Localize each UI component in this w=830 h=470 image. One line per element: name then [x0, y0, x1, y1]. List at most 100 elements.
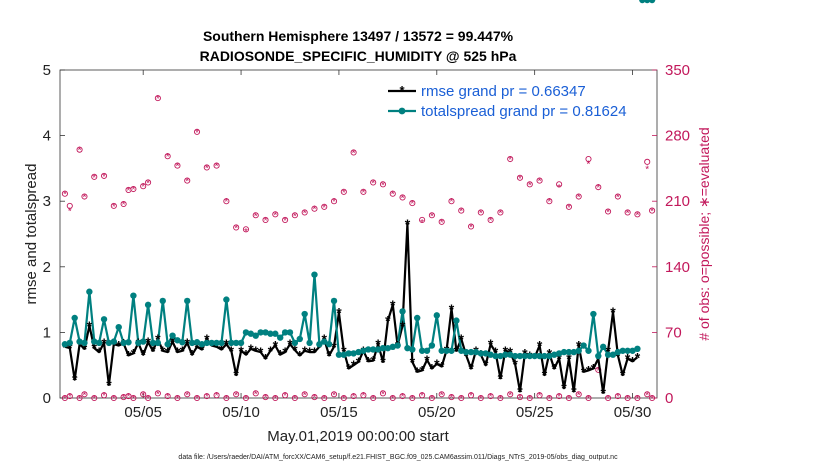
rmse-point: *: [238, 343, 244, 359]
rmse-point: *: [346, 360, 352, 376]
totalspread-point: [325, 341, 333, 348]
obs-evaluated-point: *: [508, 155, 512, 166]
rmse-point: *: [488, 336, 494, 352]
obs-possible-point: [624, 209, 631, 216]
totalspread-point: [340, 351, 348, 358]
obs-possible-point: [61, 190, 68, 197]
obs-possible-point: [282, 216, 289, 223]
obs-evaluated-low-point: *: [156, 389, 160, 400]
obs-possible-low-point: [360, 392, 367, 399]
obs-possible-point: [595, 184, 602, 191]
rmse-point: *: [297, 347, 303, 363]
obs-evaluated-low-point: *: [83, 390, 87, 401]
obs-evaluated-low-point: *: [141, 390, 145, 401]
totalspread-point: [536, 352, 543, 360]
rmse-point: *: [189, 347, 195, 363]
totalspread-point: [580, 342, 587, 349]
obs-evaluated-point: *: [63, 190, 67, 201]
obs-evaluated-point: *: [518, 174, 522, 185]
obs-evaluated-point: *: [489, 216, 493, 227]
obs-possible-point: [605, 208, 612, 215]
totalspread-point: [144, 301, 152, 309]
obs-possible-point: [321, 203, 328, 210]
obs-evaluated-point: *: [557, 183, 561, 194]
obs-evaluated-low-point: *: [459, 394, 463, 405]
obs-evaluated-low-point: *: [635, 394, 639, 405]
totalspread-point: [110, 338, 118, 345]
rmse-point: *: [503, 343, 509, 359]
totalspread-point: [125, 339, 132, 346]
totalspread-point: [66, 339, 73, 347]
obs-possible-point: [262, 216, 269, 223]
obs-evaluated-low-point: *: [650, 394, 654, 405]
rmse-point: *: [160, 343, 166, 359]
obs-evaluated-point: *: [293, 211, 297, 222]
rmse-point: *: [581, 364, 587, 380]
obs-possible-low-point: [203, 393, 210, 400]
y-right-tick-label: 350: [665, 62, 690, 79]
obs-evaluated-low-point: *: [254, 389, 258, 400]
obs-possible-low-point: [575, 391, 582, 398]
obs-evaluated-point: *: [146, 178, 150, 189]
rmse-point: *: [145, 334, 151, 350]
totalspread-point: [76, 338, 83, 345]
obs-possible-point: [389, 190, 396, 197]
totalspread-point: [414, 314, 421, 322]
obs-possible-low-point: [174, 394, 181, 402]
obs-possible-low-point: [526, 394, 533, 402]
obs-evaluated-point: *: [224, 197, 228, 208]
totalspread-point: [409, 346, 416, 353]
totalspread-point: [252, 332, 259, 339]
totalspread-point: [585, 347, 592, 354]
obs-evaluated-point: *: [175, 162, 179, 173]
obs-evaluated-point: *: [450, 197, 454, 208]
obs-evaluated-low-point: *: [205, 392, 209, 403]
obs-evaluated-point: *: [430, 211, 434, 222]
obs-evaluated-point: *: [498, 208, 502, 219]
totalspread-point: [639, 0, 646, 4]
y-right-tick-label: 210: [665, 193, 690, 210]
totalspread-point: [218, 339, 225, 347]
totalspread-point: [184, 297, 191, 305]
obs-possible-point: [419, 216, 426, 223]
totalspread-point: [541, 352, 548, 360]
rmse-point: *: [380, 354, 386, 370]
rmse-point: *: [366, 353, 372, 369]
obs-evaluated-point: *: [577, 193, 581, 204]
obs-possible-point: [536, 177, 543, 184]
obs-evaluated-low-point: *: [401, 392, 405, 403]
totalspread-point: [604, 351, 612, 358]
rmse-point: *: [449, 301, 455, 317]
obs-evaluated-point: *: [322, 203, 326, 214]
obs-possible-low-point: [379, 390, 387, 397]
obs-possible-point: [428, 212, 435, 219]
rmse-point: *: [180, 343, 186, 359]
rmse-point: *: [498, 370, 504, 386]
rmse-point: *: [414, 364, 420, 380]
totalspread-point: [174, 337, 181, 344]
totalspread-point: [335, 351, 343, 358]
obs-evaluated-point: *: [459, 207, 463, 218]
rmse-point: *: [233, 367, 239, 383]
obs-evaluated-point: *: [401, 193, 405, 204]
obs-evaluated-low-point: *: [538, 391, 542, 402]
obs-evaluated-low-point: *: [430, 394, 434, 405]
obs-evaluated-point: *: [141, 182, 145, 193]
rmse-point: *: [375, 336, 381, 352]
obs-possible-low-point: [110, 394, 117, 402]
totalspread-point: [242, 329, 250, 336]
obs-evaluated-point: *: [650, 207, 654, 218]
rmse-point: *: [459, 331, 465, 347]
totalspread-point: [120, 339, 127, 347]
totalspread-point: [95, 339, 103, 347]
obs-possible-point: [242, 226, 250, 233]
obs-possible-point: [497, 209, 504, 216]
obs-evaluated-point: *: [596, 183, 600, 194]
obs-evaluated-low-point: *: [361, 391, 365, 402]
obs-possible-low-point: [81, 391, 88, 398]
obs-possible-point: [340, 188, 347, 195]
rmse-point: *: [106, 377, 112, 393]
obs-possible-low-point: [66, 393, 73, 400]
rmse-point: *: [400, 318, 406, 334]
